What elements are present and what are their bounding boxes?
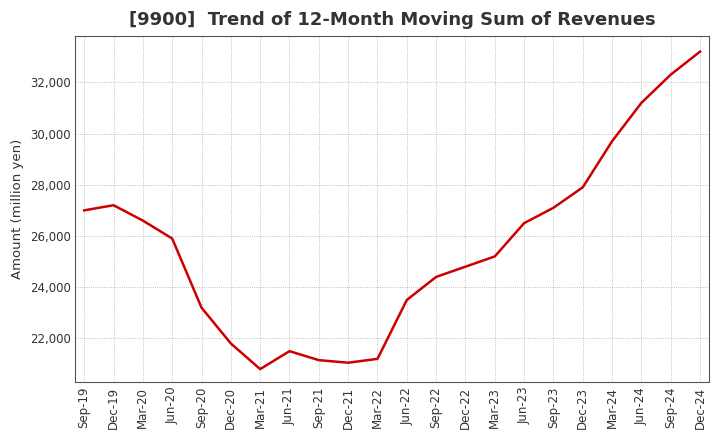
Y-axis label: Amount (million yen): Amount (million yen) [11,139,24,279]
Title: [9900]  Trend of 12-Month Moving Sum of Revenues: [9900] Trend of 12-Month Moving Sum of R… [129,11,655,29]
